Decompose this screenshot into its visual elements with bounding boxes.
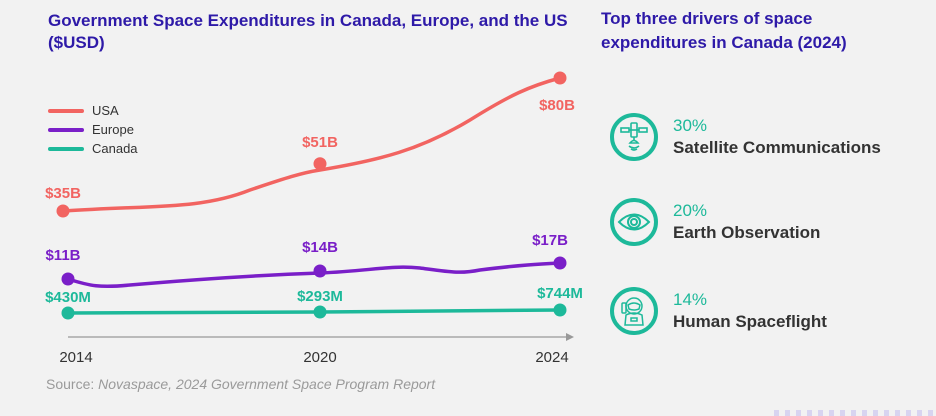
series-line-europe xyxy=(66,261,562,289)
data-point xyxy=(553,303,567,317)
data-label: $11B xyxy=(45,247,80,264)
eye-icon xyxy=(610,198,658,246)
source-prefix: Source: xyxy=(46,376,99,392)
legend-swatch xyxy=(48,127,84,132)
chart-title: Government Space Expenditures in Canada,… xyxy=(48,11,568,52)
driver-human-spaceflight: 14% Human Spaceflight xyxy=(610,287,827,335)
legend-item-canada: Canada xyxy=(48,139,138,158)
legend-label: Europe xyxy=(92,122,134,137)
source-text: Novaspace, 2024 Government Space Program… xyxy=(98,376,436,392)
data-label: $80B xyxy=(539,97,575,114)
legend: USA Europe Canada xyxy=(48,101,138,158)
data-point xyxy=(56,204,70,218)
legend-label: USA xyxy=(92,103,119,118)
data-point xyxy=(313,264,327,278)
legend-item-usa: USA xyxy=(48,101,138,120)
data-point xyxy=(553,71,567,85)
data-point xyxy=(61,306,75,320)
driver-label: Human Spaceflight xyxy=(673,312,827,331)
driver-label: Earth Observation xyxy=(673,223,821,242)
data-point xyxy=(313,305,327,319)
data-label: $35B xyxy=(45,185,81,202)
satellite-icon xyxy=(610,113,658,161)
x-axis-arrow xyxy=(566,333,574,341)
data-label: $293M xyxy=(297,288,343,305)
data-point xyxy=(553,256,567,270)
x-tick-label: 2024 xyxy=(535,349,568,366)
driver-percent: 20% xyxy=(673,201,708,220)
decorative-dots xyxy=(774,410,936,416)
x-tick-label: 2020 xyxy=(303,349,336,366)
driver-percent: 14% xyxy=(673,290,708,309)
data-label: $430M xyxy=(45,289,91,306)
legend-label: Canada xyxy=(92,141,138,156)
drivers-title: Top three drivers of space expenditures … xyxy=(601,9,847,52)
data-point xyxy=(313,157,327,171)
driver-satellite-communications: 30% Satellite Communications xyxy=(610,113,881,161)
data-label: $17B xyxy=(532,232,568,249)
astronaut-icon xyxy=(610,287,658,335)
driver-earth-observation: 20% Earth Observation xyxy=(610,198,820,246)
x-tick-label: 2014 xyxy=(59,349,92,366)
data-label: $51B xyxy=(302,134,338,151)
driver-percent: 30% xyxy=(673,116,708,135)
data-point xyxy=(61,272,75,286)
line-chart: $35B$51B$80B$11B $14B $17B$430M $293M $744M … xyxy=(45,71,583,366)
legend-swatch xyxy=(48,108,84,113)
data-label: $744M xyxy=(537,285,583,302)
x-axis xyxy=(68,333,574,341)
driver-label: Satellite Communications xyxy=(673,138,881,157)
source-note: Source: Novaspace, 2024 Government Space… xyxy=(46,376,435,392)
legend-swatch xyxy=(48,146,84,151)
data-label: $14B xyxy=(302,239,338,256)
legend-item-europe: Europe xyxy=(48,120,138,139)
